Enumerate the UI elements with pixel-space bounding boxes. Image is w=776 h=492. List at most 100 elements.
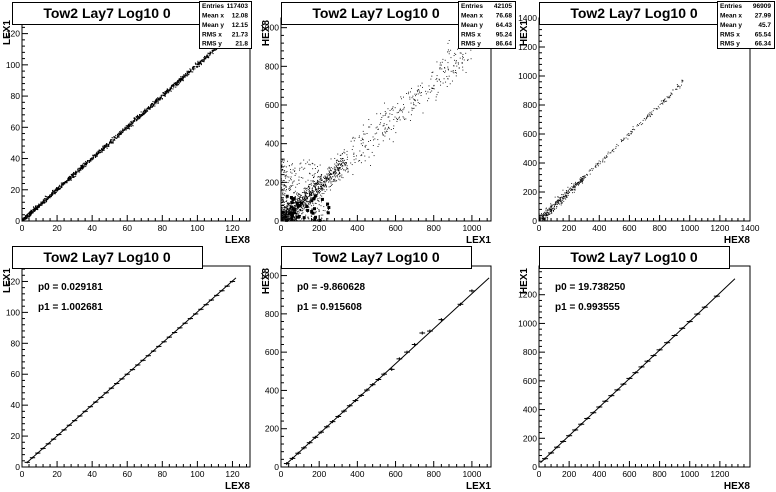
scatter-point — [342, 160, 344, 162]
scatter-point — [35, 205, 37, 207]
scatter-point — [539, 217, 540, 219]
scatter-point — [281, 166, 282, 168]
scatter-point — [283, 161, 285, 163]
scatter-point — [399, 119, 401, 121]
scatter-point — [315, 183, 317, 185]
scatter-point — [127, 124, 129, 126]
scatter-point — [302, 197, 304, 199]
x-tick-label: 60 — [122, 223, 132, 233]
scatter-point — [45, 199, 47, 201]
scatter-point — [292, 181, 294, 183]
scatter-point — [80, 164, 82, 167]
scatter-point — [172, 85, 174, 87]
scatter-point — [659, 103, 661, 105]
scatter-point — [204, 58, 206, 60]
scatter-point — [314, 183, 316, 185]
scatter-point — [296, 220, 298, 222]
scatter-point — [316, 181, 318, 183]
scatter-point — [191, 68, 193, 70]
scatter-point — [205, 57, 207, 60]
scatter-point — [46, 200, 48, 202]
scatter-point — [329, 178, 331, 180]
scatter-point — [280, 197, 282, 199]
scatter-point — [640, 124, 642, 126]
scatter-point — [571, 182, 573, 184]
scatter-point — [207, 54, 209, 56]
scatter-point — [179, 79, 181, 81]
scatter-point — [196, 66, 198, 68]
scatter-point — [319, 164, 321, 166]
scatter-point — [284, 206, 285, 207]
profile-points — [283, 289, 475, 466]
scatter-point — [384, 115, 386, 116]
scatter-point — [294, 195, 296, 197]
scatter-point — [188, 73, 190, 75]
scatter-point — [346, 150, 348, 152]
scatter-point — [59, 187, 62, 189]
scatter-point — [330, 169, 331, 171]
scatter-point — [282, 201, 284, 203]
scatter-point — [334, 167, 336, 169]
scatter-point — [138, 116, 140, 118]
scatter-point — [310, 195, 312, 196]
scatter-point — [315, 188, 317, 190]
scatter-point — [283, 171, 285, 173]
scatter-point — [323, 176, 324, 178]
scatter-point — [557, 200, 559, 202]
scatter-point — [325, 178, 327, 180]
scatter-point — [143, 109, 145, 112]
scatter-point — [435, 99, 437, 101]
scatter-point — [545, 217, 547, 219]
scatter-point — [311, 162, 313, 164]
scatter-point — [118, 133, 120, 135]
scatter-point — [172, 85, 174, 87]
scatter-point — [301, 192, 303, 194]
scatter-point — [329, 177, 331, 179]
scatter-point — [281, 218, 283, 220]
scatter-point — [327, 178, 329, 180]
scatter-point — [409, 96, 411, 98]
scatter-point — [651, 114, 653, 116]
scatter-point — [318, 188, 320, 190]
x-tick-label: 200 — [562, 223, 576, 233]
scatter-point — [56, 190, 58, 192]
scatter-point — [289, 218, 291, 220]
scatter-point — [342, 177, 344, 179]
scatter-point — [285, 206, 286, 208]
scatter-point — [408, 91, 410, 93]
chart-title: Tow2 Lay7 Log10 0 — [43, 5, 171, 21]
scatter-point — [106, 145, 108, 147]
scatter-point — [282, 169, 284, 171]
scatter-point — [158, 98, 160, 100]
y-tick-label: 60 — [11, 369, 21, 379]
scatter-point — [297, 210, 299, 212]
scatter-point — [297, 207, 298, 209]
scatter-point — [412, 95, 414, 97]
scatter-point — [134, 117, 136, 119]
scatter-point — [550, 208, 552, 210]
scatter-point — [462, 69, 464, 71]
scatter-point — [455, 69, 457, 71]
scatter-point — [308, 159, 310, 161]
scatter-point — [139, 116, 141, 119]
scatter-point — [288, 210, 290, 212]
scatter-point — [66, 181, 68, 183]
scatter-point — [397, 103, 399, 105]
scatter-point — [561, 196, 563, 198]
scatter-point — [126, 127, 128, 129]
scatter-point — [194, 68, 196, 70]
scatter-point — [287, 211, 288, 213]
scatter-point — [28, 212, 30, 214]
scatter-point — [681, 84, 682, 86]
scatter-point — [602, 161, 604, 163]
scatter-point — [431, 75, 433, 77]
scatter-point — [57, 187, 60, 189]
scatter-point — [343, 162, 345, 164]
scatter-point — [186, 72, 189, 75]
scatter-point — [368, 126, 370, 128]
scatter-point — [553, 210, 554, 212]
scatter-point — [453, 65, 455, 67]
scatter-point — [320, 175, 322, 177]
scatter-point — [330, 172, 332, 174]
scatter-point — [573, 189, 575, 191]
